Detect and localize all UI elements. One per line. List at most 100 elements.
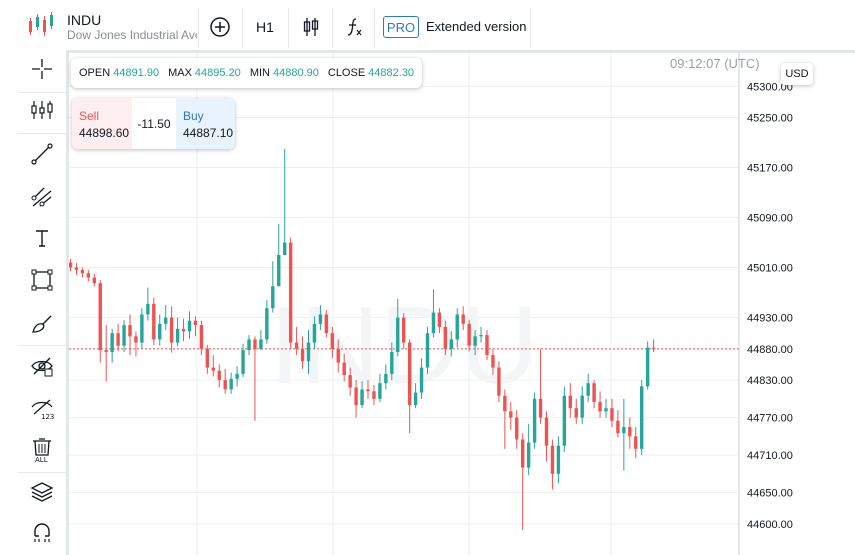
candle-body	[390, 351, 394, 374]
candle-body	[98, 283, 102, 351]
close-label: CLOSE	[327, 67, 366, 79]
candle-body	[532, 398, 537, 443]
candle-body	[229, 378, 233, 390]
candle-body	[419, 367, 424, 393]
open-label: OPEN	[79, 67, 111, 79]
candle-body	[479, 335, 483, 337]
candle-body	[425, 333, 430, 368]
candle-body	[318, 314, 323, 324]
top-toolbar: INDU Dow Jones Industrial Average H1 PRO…	[0, 0, 855, 50]
candle-body	[651, 347, 656, 349]
candle-body	[211, 367, 215, 371]
price-tick-label: 44930.00	[747, 313, 793, 325]
brush-icon	[32, 315, 52, 333]
layers-button[interactable]	[26, 476, 58, 508]
divider	[18, 472, 66, 473]
svg-text:ALL: ALL	[35, 456, 48, 463]
candle-body	[288, 242, 293, 343]
price-tick-label: 45010.00	[747, 263, 793, 275]
candle-body	[247, 339, 251, 351]
divider	[288, 8, 289, 48]
buy-label: Buy	[183, 109, 204, 123]
candle-body	[69, 262, 73, 268]
crosshair-button[interactable]	[26, 53, 58, 85]
sell-label: Sell	[79, 109, 100, 123]
buy-button[interactable]: Buy 44887.10	[176, 98, 235, 149]
candle-body	[146, 303, 150, 315]
candle-body	[294, 342, 299, 349]
svg-text:123: 123	[41, 413, 54, 420]
max-value: 44895.20	[194, 67, 241, 79]
hide-drawings-icon	[31, 357, 53, 377]
drawing-toolbar: 123 ALL	[0, 50, 66, 555]
candle-body	[538, 398, 543, 418]
candle-body	[562, 395, 567, 446]
candle-body	[265, 308, 269, 340]
candle-body	[187, 320, 192, 332]
candle-body	[461, 314, 465, 324]
candle-body	[80, 270, 85, 274]
sell-price: 44898.60	[79, 126, 130, 140]
candle-body	[277, 255, 281, 287]
candle-body	[640, 386, 644, 449]
currency-button[interactable]: USD	[781, 63, 813, 85]
candle-body	[515, 417, 519, 440]
extended-version-link[interactable]: Extended version	[426, 19, 527, 34]
candle-body	[271, 286, 275, 309]
delete-all-icon: ALL	[33, 438, 51, 463]
price-tick-label: 45250.00	[747, 113, 793, 125]
candle-body	[455, 314, 459, 340]
candle-body	[110, 333, 114, 352]
chart-type-button[interactable]	[296, 10, 326, 44]
price-tick-label: 44710.00	[747, 450, 793, 462]
candle-body	[336, 348, 340, 363]
trendline-button[interactable]	[26, 138, 58, 170]
divider	[18, 92, 66, 93]
hide-indicators-button[interactable]: 123	[26, 392, 58, 424]
candle-body	[122, 325, 126, 346]
candle-body	[437, 312, 442, 327]
rectangle-tool-button[interactable]	[26, 264, 58, 296]
sell-button[interactable]: Sell 44898.60	[72, 98, 132, 149]
divider	[530, 8, 531, 48]
hide-drawings-button[interactable]	[26, 350, 58, 382]
chart-area[interactable]: 45300.00 45250.00 45170.00 45090.00 45010.00…	[66, 50, 855, 555]
candle-body	[598, 401, 602, 412]
utc-clock: 09:12:07 (UTC)	[670, 56, 760, 71]
brush-tool-button[interactable]	[26, 308, 58, 340]
candle-body	[312, 323, 317, 343]
candle-body	[158, 323, 162, 340]
price-tick-label: 44880.00	[747, 344, 793, 356]
min-value: 44880.90	[272, 67, 319, 79]
function-icon	[347, 18, 362, 36]
timeframe-button[interactable]: H1	[248, 10, 282, 44]
candle-body	[503, 395, 507, 412]
price-tick-label: 45300.00	[747, 81, 793, 93]
hide-indicators-icon: 123	[31, 399, 54, 420]
indicators-tool-button[interactable]	[26, 94, 58, 126]
delete-all-button[interactable]: ALL	[26, 434, 58, 466]
candle-body	[449, 339, 453, 349]
candle-body	[342, 362, 346, 376]
text-tool-button[interactable]	[26, 222, 58, 254]
candle-body	[521, 439, 525, 468]
candle-body	[634, 436, 638, 449]
max-label: MAX	[168, 67, 192, 79]
pro-badge[interactable]: PRO	[383, 16, 419, 38]
candle-body	[628, 426, 632, 437]
add-symbol-button[interactable]	[204, 10, 236, 44]
candle-body	[104, 350, 108, 352]
magnet-button[interactable]	[26, 518, 58, 550]
candle-body	[134, 336, 138, 343]
symbol-description: Dow Jones Industrial Average	[67, 28, 197, 42]
indicators-button[interactable]	[340, 10, 368, 44]
price-tick-label: 44770.00	[747, 413, 793, 425]
fib-button[interactable]	[26, 181, 58, 213]
candle-body	[116, 333, 120, 346]
buy-price: 44887.10	[183, 126, 234, 140]
price-chart[interactable]: 45300.00 45250.00 45170.00 45090.00 45010.00…	[69, 53, 855, 555]
indicators-icon	[31, 101, 53, 119]
candle-body	[283, 242, 287, 256]
layers-icon	[30, 482, 54, 502]
symbol-title[interactable]: INDU	[67, 12, 102, 28]
